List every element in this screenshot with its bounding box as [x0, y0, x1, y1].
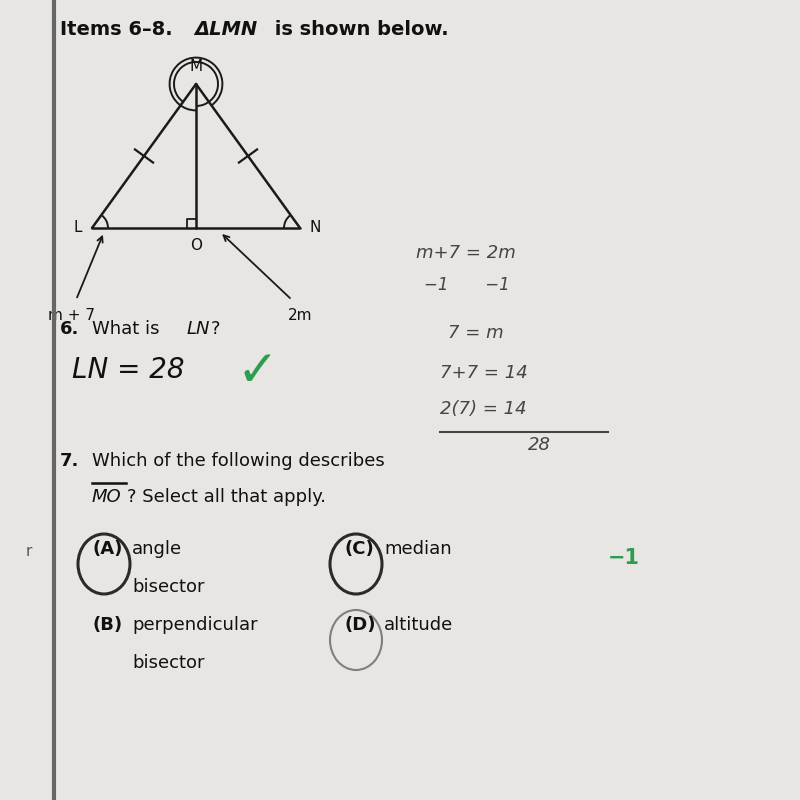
Text: ΔLMN: ΔLMN — [194, 20, 258, 39]
Text: 28: 28 — [528, 436, 551, 454]
Text: (C): (C) — [344, 540, 374, 558]
Text: median: median — [384, 540, 452, 558]
Text: bisector: bisector — [132, 654, 205, 672]
Text: 7+7 = 14: 7+7 = 14 — [440, 364, 528, 382]
Text: bisector: bisector — [132, 578, 205, 596]
Text: ✓: ✓ — [236, 348, 278, 396]
Text: altitude: altitude — [384, 616, 454, 634]
Text: LN = 28: LN = 28 — [72, 356, 185, 384]
Text: is shown below.: is shown below. — [268, 20, 449, 39]
Text: L: L — [74, 221, 82, 235]
Text: 7.: 7. — [60, 452, 79, 470]
Text: m+7 = 2m: m+7 = 2m — [416, 244, 516, 262]
Text: angle: angle — [132, 540, 182, 558]
Text: (D): (D) — [344, 616, 375, 634]
Text: N: N — [310, 221, 321, 235]
Text: LN: LN — [186, 320, 210, 338]
Text: (A): (A) — [92, 540, 122, 558]
Text: m + 7: m + 7 — [49, 308, 95, 323]
Text: Which of the following describes: Which of the following describes — [92, 452, 385, 470]
Text: MO: MO — [92, 488, 122, 506]
Text: r: r — [26, 544, 32, 559]
Text: O: O — [190, 238, 202, 253]
Text: (B): (B) — [92, 616, 122, 634]
Text: ? Select all that apply.: ? Select all that apply. — [127, 488, 326, 506]
Text: −1: −1 — [608, 548, 640, 568]
Text: 2(7) = 14: 2(7) = 14 — [440, 400, 526, 418]
Text: 6.: 6. — [60, 320, 79, 338]
Text: ?: ? — [210, 320, 220, 338]
Text: −1       −1: −1 −1 — [424, 276, 510, 294]
Text: perpendicular: perpendicular — [132, 616, 258, 634]
Text: 2m: 2m — [288, 308, 312, 323]
Text: M: M — [190, 59, 202, 74]
Text: 7 = m: 7 = m — [448, 324, 504, 342]
Text: Items 6–8.: Items 6–8. — [60, 20, 179, 39]
Text: What is: What is — [92, 320, 166, 338]
